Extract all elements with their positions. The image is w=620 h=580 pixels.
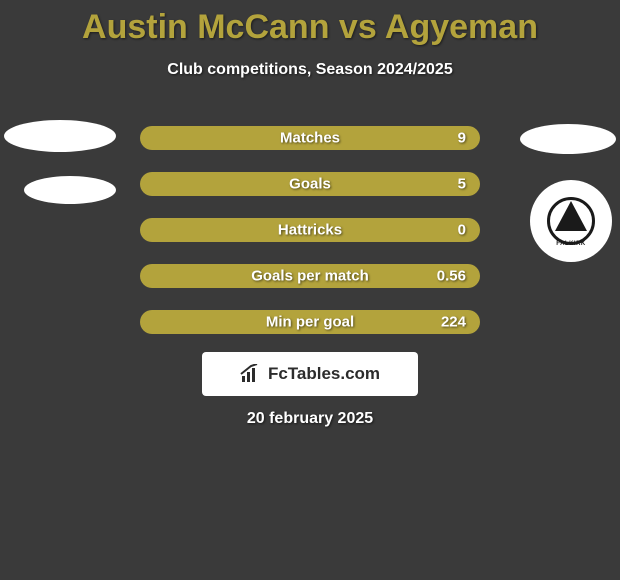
subtitle: Club competitions, Season 2024/2025 [0,61,620,79]
stat-label: Min per goal [266,314,354,331]
stat-bar: Min per goal 224 [140,310,480,334]
player2-avatar-shadow [520,124,616,154]
stat-value: 9 [458,130,466,147]
stat-bar: Hattricks 0 [140,218,480,242]
page-title: Austin McCann vs Agyeman [0,0,620,47]
stat-value: 0 [458,222,466,239]
stat-label: Matches [280,130,340,147]
stat-bars: Matches 9 Goals 5 Hattricks 0 Goals per … [140,126,480,356]
player1-avatar-shadow-2 [24,176,116,204]
club-badge-inner: FALKIRK [547,197,595,245]
logo-text: FcTables.com [268,364,380,384]
player1-avatar-shadow [4,120,116,152]
club-badge: FALKIRK [530,180,612,262]
stat-bar: Goals per match 0.56 [140,264,480,288]
bar-chart-icon [240,364,262,384]
stat-label: Goals per match [251,268,369,285]
stat-bar: Goals 5 [140,172,480,196]
stat-value: 0.56 [437,268,466,285]
source-logo: FcTables.com [202,352,418,396]
stat-value: 5 [458,176,466,193]
date-label: 20 february 2025 [247,410,373,428]
badge-steeple-icon [555,201,587,231]
comparison-card: Austin McCann vs Agyeman Club competitio… [0,0,620,580]
badge-label: FALKIRK [556,241,586,247]
stat-label: Hattricks [278,222,342,239]
stat-bar: Matches 9 [140,126,480,150]
stat-label: Goals [289,176,331,193]
stat-value: 224 [441,314,466,331]
